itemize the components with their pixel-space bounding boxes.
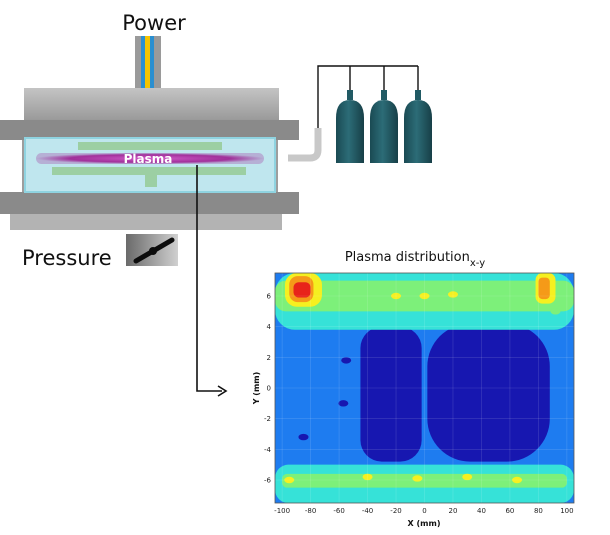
pressure-gauge-icon bbox=[126, 234, 178, 266]
y-axis-label: Y (mm) bbox=[252, 372, 261, 406]
lower-flange bbox=[0, 192, 299, 214]
heatmap-blob-5 bbox=[476, 314, 487, 321]
heatmap-blob-16 bbox=[512, 476, 523, 484]
top-electrode bbox=[78, 142, 222, 150]
plasma-label: Plasma bbox=[124, 152, 173, 166]
heatmap-region-3 bbox=[427, 323, 550, 462]
y-tick-label: -4 bbox=[264, 446, 272, 454]
plot-title-main: Plasma distribution bbox=[345, 250, 470, 265]
y-tick-label: -2 bbox=[264, 415, 271, 423]
heatmap-detail-blobs bbox=[284, 291, 565, 484]
heatmap-blob-8 bbox=[312, 381, 323, 389]
plot-grid bbox=[275, 273, 574, 503]
x-tick-label: -40 bbox=[362, 507, 373, 515]
x-tick-label: 80 bbox=[534, 507, 543, 515]
x-tick-label: 40 bbox=[477, 507, 486, 515]
base-plate bbox=[10, 214, 282, 230]
heatmap-blob-15 bbox=[462, 473, 473, 481]
gas-cylinder-2 bbox=[370, 90, 398, 163]
heatmap-region-12 bbox=[293, 282, 311, 298]
gas-cylinder-1 bbox=[336, 90, 364, 163]
gas-cylinder-3 bbox=[404, 90, 432, 163]
y-tick-label: -6 bbox=[264, 477, 272, 485]
heatmap-blob-18 bbox=[550, 308, 561, 315]
gas-inlet-pipe bbox=[288, 128, 322, 162]
x-tick-label: 60 bbox=[505, 507, 514, 515]
x-tick-label: 20 bbox=[449, 507, 458, 515]
heatmap-blob-11 bbox=[419, 292, 430, 300]
connector-arrow bbox=[196, 165, 222, 392]
power-feed bbox=[135, 36, 161, 88]
plasma-band bbox=[36, 153, 264, 164]
heatmap-blob-12 bbox=[447, 291, 458, 298]
y-tick-label: 2 bbox=[267, 354, 271, 362]
gas-manifold bbox=[317, 65, 419, 128]
heatmap-blob-7 bbox=[298, 433, 309, 441]
heatmap-blob-1 bbox=[334, 377, 345, 384]
reactor: Power Plasma bbox=[0, 11, 322, 230]
y-tick-label: 4 bbox=[267, 323, 272, 331]
y-tick-label: 6 bbox=[267, 293, 272, 301]
plot-frame bbox=[274, 272, 575, 504]
x-tick-label: -20 bbox=[390, 507, 401, 515]
heatmap-region-7 bbox=[282, 473, 567, 488]
electrode-stem bbox=[145, 175, 157, 187]
heatmap-blob-10 bbox=[391, 292, 402, 300]
power-label: Power bbox=[122, 11, 186, 35]
y-tick-label: 0 bbox=[267, 385, 271, 393]
pressure-label: Pressure bbox=[22, 246, 112, 270]
heatmap-blob-3 bbox=[338, 400, 349, 407]
x-tick-label: 100 bbox=[560, 507, 573, 515]
heatmap-plot: Plasma distributionx-y -100 -80 -60 -40 -20 0… bbox=[252, 250, 575, 528]
heatmap-region-2 bbox=[360, 326, 422, 462]
heatmap-regions bbox=[275, 273, 574, 503]
y-ticks: -6 -4 -2 0 2 4 6 bbox=[264, 293, 272, 485]
heatmap-blob-6 bbox=[519, 317, 530, 324]
x-tick-label: 0 bbox=[422, 507, 426, 515]
heatmap-blob-4 bbox=[405, 315, 416, 323]
plot-title-subscript: x-y bbox=[470, 258, 485, 269]
x-tick-label: -80 bbox=[305, 507, 316, 515]
heatmap-blob-2 bbox=[341, 357, 352, 364]
heatmap-blob-9 bbox=[554, 354, 565, 361]
arrow-head bbox=[217, 385, 228, 397]
plot-title: Plasma distributionx-y bbox=[345, 250, 485, 269]
heatmap-region-11 bbox=[538, 277, 550, 300]
heatmap-blob-17 bbox=[284, 476, 295, 484]
x-ticks: -100 -80 -60 -40 -20 0 20 40 60 80 100 bbox=[274, 507, 573, 515]
heatmap-blob-14 bbox=[412, 475, 423, 482]
bottom-electrode bbox=[52, 167, 246, 175]
x-tick-label: -60 bbox=[333, 507, 344, 515]
upper-flange bbox=[0, 120, 299, 140]
x-axis-label: X (mm) bbox=[408, 519, 441, 528]
top-lid bbox=[24, 88, 279, 120]
heatmap-blob-13 bbox=[362, 473, 373, 481]
x-tick-label: -100 bbox=[274, 507, 290, 515]
